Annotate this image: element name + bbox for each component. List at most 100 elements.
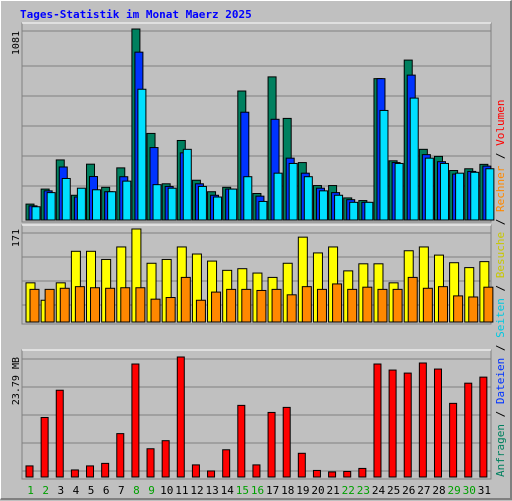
bar-rechner-day-15	[241, 288, 252, 323]
bar-seiten-day-23	[364, 201, 374, 221]
bar-seiten-day-18	[288, 162, 298, 221]
bar-seiten-day-15	[243, 176, 253, 221]
x-tick-label: 23	[357, 484, 370, 497]
bar-rechner-day-25	[392, 288, 403, 323]
bar-seiten-day-12	[197, 185, 207, 221]
legend-item-besuche: Besuche	[494, 232, 507, 278]
x-tick-label: 16	[251, 484, 264, 497]
bar-rechner-day-19	[301, 286, 312, 323]
bar-seiten-day-1	[31, 206, 41, 221]
legend-item-seiten: Seiten	[494, 298, 507, 338]
bar-rechner-day-3	[59, 287, 70, 323]
x-tick-label: 25	[387, 484, 400, 497]
bar-volumen-day-1	[25, 465, 34, 478]
bar-seiten-day-24	[379, 109, 389, 221]
x-tick-label: 20	[311, 484, 324, 497]
bar-volumen-day-7	[116, 433, 125, 478]
bar-seiten-day-19	[303, 176, 313, 221]
x-tick-label: 30	[463, 484, 476, 497]
bar-rechner-day-20	[316, 288, 327, 323]
bar-rechner-day-23	[362, 286, 373, 323]
bar-rechner-day-31	[483, 286, 494, 323]
legend-item-dateien: Dateien	[494, 358, 507, 404]
x-tick-label: 10	[160, 484, 173, 497]
bar-seiten-day-14	[228, 188, 238, 221]
bar-volumen-day-31	[479, 376, 488, 478]
y-axis-label: 1081	[11, 31, 22, 55]
legend-item- /: /	[494, 338, 507, 358]
y-axis-label: 23.79 MB	[11, 357, 22, 405]
bar-rechner-day-1	[29, 288, 40, 323]
bar-volumen-day-4	[70, 469, 79, 478]
bar-seiten-day-9	[152, 184, 162, 221]
bar-seiten-day-20	[318, 190, 328, 221]
bar-seiten-day-13	[213, 196, 223, 221]
x-tick-label: 19	[296, 484, 309, 497]
bar-volumen-day-30	[464, 382, 473, 478]
bar-seiten-day-22	[349, 201, 359, 221]
bar-volumen-day-19	[297, 452, 306, 478]
bar-seiten-day-26	[409, 97, 419, 221]
x-tick-label: 5	[88, 484, 95, 497]
bar-seiten-day-7	[122, 180, 132, 221]
bar-rechner-day-16	[256, 289, 267, 323]
bar-seiten-day-17	[273, 172, 283, 221]
bar-volumen-day-16	[252, 464, 261, 478]
bar-seiten-day-29	[455, 172, 465, 221]
bar-rechner-day-2	[44, 288, 55, 323]
bar-rechner-day-18	[286, 294, 297, 323]
bar-volumen-day-23	[358, 467, 367, 478]
x-tick-label: 11	[175, 484, 188, 497]
bar-rechner-day-11	[180, 276, 191, 323]
bar-rechner-day-9	[150, 298, 161, 323]
bar-rechner-day-7	[120, 287, 131, 323]
bar-volumen-day-20	[312, 469, 321, 478]
bar-volumen-day-10	[161, 440, 170, 478]
bar-rechner-day-6	[105, 287, 116, 323]
y-axis-label: 171	[11, 229, 22, 247]
bar-seiten-day-28	[439, 162, 449, 221]
x-tick-label: 7	[118, 484, 125, 497]
bar-volumen-day-14	[222, 449, 231, 478]
bar-seiten-day-3	[61, 177, 71, 221]
x-tick-label: 27	[417, 484, 430, 497]
bar-volumen-day-8	[131, 363, 140, 478]
bar-volumen-day-13	[207, 470, 216, 478]
bar-rechner-day-21	[332, 283, 343, 323]
bar-rechner-day-17	[271, 288, 282, 323]
x-tick-label: 15	[236, 484, 249, 497]
bar-volumen-day-28	[433, 368, 442, 478]
x-tick-label: 3	[58, 484, 65, 497]
x-tick-label: 13	[205, 484, 218, 497]
x-tick-label: 18	[281, 484, 294, 497]
bar-rechner-day-12	[195, 299, 206, 323]
bar-volumen-day-3	[55, 389, 64, 478]
bar-volumen-day-15	[237, 404, 246, 478]
bar-rechner-day-29	[453, 295, 464, 323]
x-tick-label: 9	[148, 484, 155, 497]
x-tick-label: 12	[190, 484, 203, 497]
legend-item-anfragen: Anfragen	[494, 424, 507, 477]
bar-rechner-day-10	[165, 297, 176, 323]
bar-volumen-day-18	[282, 406, 291, 478]
x-tick-label: 31	[478, 484, 491, 497]
bar-volumen-day-17	[267, 411, 276, 478]
bar-volumen-day-11	[176, 356, 185, 478]
bar-rechner-day-24	[377, 288, 388, 323]
bar-volumen-day-24	[373, 363, 382, 478]
bar-volumen-day-22	[343, 470, 352, 478]
x-tick-label: 1	[27, 484, 34, 497]
bar-rechner-day-30	[468, 296, 479, 323]
bar-rechner-day-27	[422, 287, 433, 323]
legend-item-volumen: Volumen	[494, 99, 507, 145]
x-tick-label: 21	[327, 484, 340, 497]
x-tick-label: 14	[221, 484, 235, 497]
legend-item- /: /	[494, 146, 507, 166]
legend: Anfragen / Dateien / Seiten / Besuche / …	[494, 99, 507, 477]
bar-seiten-day-2	[46, 192, 56, 221]
bar-volumen-day-2	[40, 416, 49, 478]
bar-volumen-day-9	[146, 448, 155, 478]
bar-volumen-day-6	[101, 462, 110, 478]
